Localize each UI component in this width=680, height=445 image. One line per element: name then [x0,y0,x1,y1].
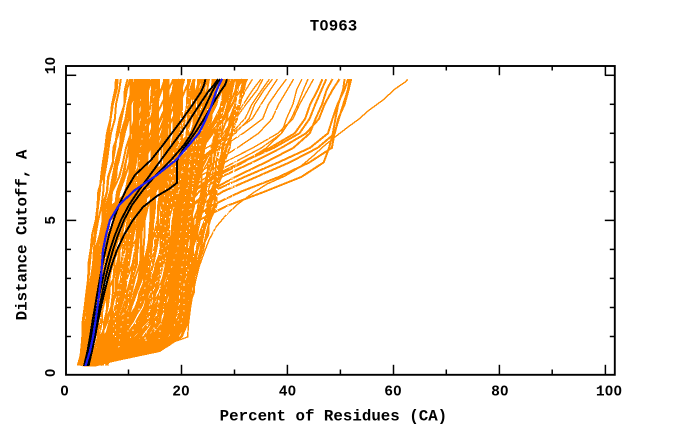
svg-text:60: 60 [384,384,402,400]
svg-text:100: 100 [596,384,622,400]
svg-text:Distance Cutoff, A: Distance Cutoff, A [14,149,32,320]
svg-text:T0963: T0963 [310,17,357,35]
svg-text:80: 80 [491,384,509,400]
svg-text:10: 10 [44,57,60,75]
svg-text:20: 20 [172,384,190,400]
svg-text:5: 5 [44,216,60,225]
svg-text:40: 40 [279,384,297,400]
svg-text:0: 0 [44,369,60,378]
svg-text:Percent of Residues (CA): Percent of Residues (CA) [220,407,448,425]
svg-text:0: 0 [60,384,69,400]
